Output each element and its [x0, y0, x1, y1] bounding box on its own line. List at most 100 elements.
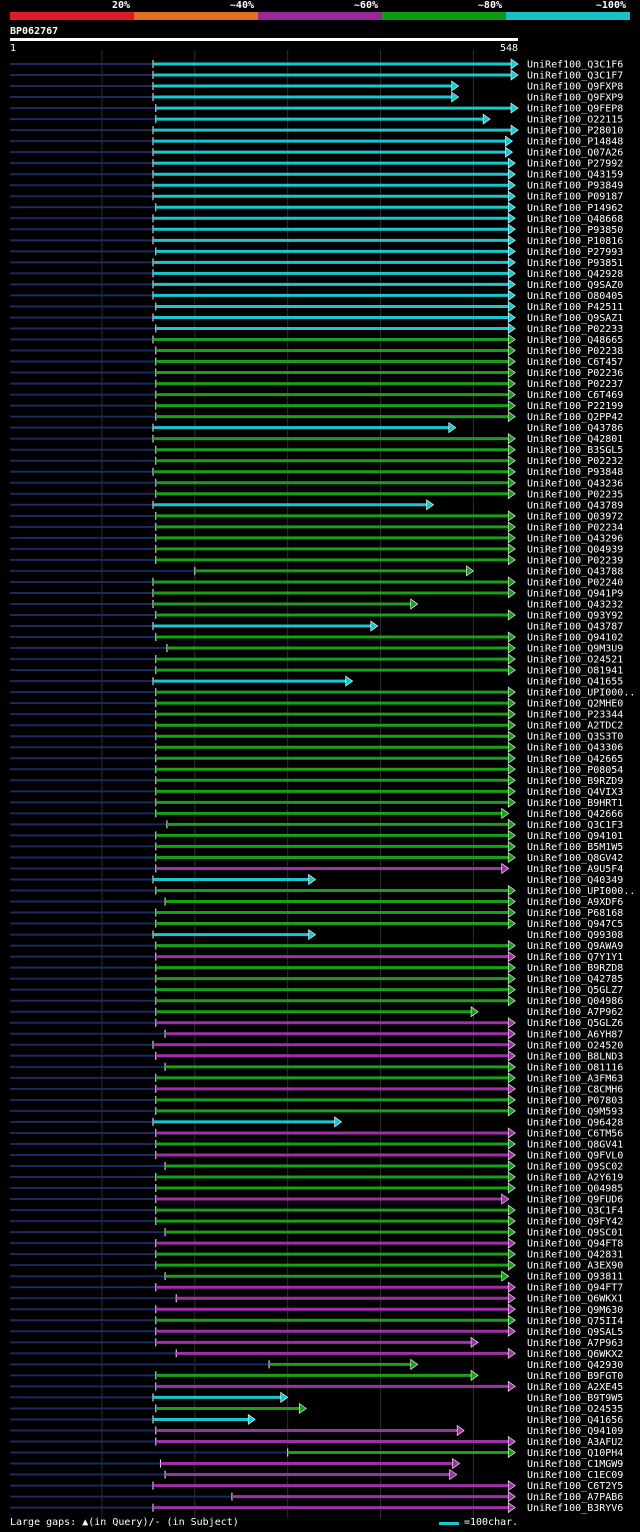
hit-arrow: [410, 598, 419, 610]
hit-label: UniRef100_B9RZD9: [527, 776, 623, 787]
hit-label: UniRef100_B3RYV6: [527, 1503, 623, 1514]
hit-arrow: [507, 201, 516, 213]
hit-label: UniRef100_Q9SAZ0: [527, 280, 623, 291]
hit-row: UniRef100_Q3S3T0: [10, 730, 623, 743]
legend-swatch-5: [506, 12, 630, 20]
hit-arrow: [507, 642, 516, 654]
hit-row: UniRef100_Q9FXP8: [10, 80, 623, 93]
hit-row: UniRef100_B9HRT1: [10, 796, 623, 809]
hit-label: UniRef100_B9FGT0: [527, 1371, 623, 1382]
hit-arrow: [482, 113, 491, 125]
legend-swatch-2: [134, 12, 258, 20]
hit-label: UniRef100_Q99308: [527, 930, 623, 941]
hit-row: UniRef100_Q43788: [10, 565, 623, 577]
hit-label: UniRef100_Q42785: [527, 974, 623, 985]
hit-label: UniRef100_P02232: [527, 456, 623, 467]
hit-arrow: [507, 741, 516, 753]
hit-row: UniRef100_B9T9W5: [10, 1391, 623, 1404]
hit-row: UniRef100_Q96428: [10, 1116, 623, 1128]
hit-row: UniRef100_Q9FEP8: [10, 102, 623, 115]
hit-arrow: [507, 212, 516, 224]
hit-label: UniRef100_Q93811: [527, 1272, 623, 1283]
legend-label-3: ~60%: [353, 0, 378, 11]
hit-label: UniRef100_Q9SAL5: [527, 1327, 623, 1338]
hit-label: UniRef100_UPI000..: [527, 688, 635, 699]
hit-label: UniRef100_P28010: [527, 126, 623, 137]
hit-row: UniRef100_A9XDF6: [10, 895, 623, 908]
hit-row: UniRef100_B8LND3: [10, 1050, 623, 1062]
hit-row: UniRef100_Q75II4: [10, 1314, 623, 1327]
hit-arrow: [501, 1270, 510, 1282]
hit-label: UniRef100_Q9M3U9: [527, 644, 623, 655]
hit-row: UniRef100_Q43787: [10, 620, 623, 633]
hit-row: UniRef100_Q6WKX2: [10, 1347, 623, 1360]
hit-label: UniRef100_Q07A26: [527, 148, 623, 159]
hit-row: UniRef100_P93849: [10, 179, 623, 192]
hit-label: UniRef100_Q43786: [527, 423, 623, 434]
hit-label: UniRef100_A3FM63: [527, 1073, 623, 1084]
hit-arrow: [507, 1171, 516, 1183]
hit-arrow: [507, 510, 516, 522]
hit-row: UniRef100_P02236: [10, 366, 623, 379]
legend-label-1: 20%: [111, 0, 130, 11]
query-bar: [10, 38, 518, 41]
hit-arrow: [466, 565, 474, 577]
hit-arrow: [452, 1457, 461, 1470]
hit-label: UniRef100_Q94FT8: [527, 1239, 623, 1250]
hit-arrow: [507, 1281, 516, 1293]
hit-arrow: [507, 719, 516, 731]
hit-label: UniRef100_Q93Y92: [527, 611, 623, 622]
hit-arrow: [507, 840, 516, 853]
hit-row: UniRef100_Q2PP42: [10, 411, 623, 423]
hit-arrow: [507, 1435, 516, 1448]
hit-label: UniRef100_O80405: [527, 291, 623, 302]
hit-arrow: [507, 818, 516, 830]
hit-row: UniRef100_P02239: [10, 554, 623, 566]
hit-row: UniRef100_Q941P9: [10, 587, 623, 599]
hit-row: UniRef100_C8CMH6: [10, 1083, 623, 1095]
legend-swatch-3: [258, 12, 382, 20]
hit-row: UniRef100_P93848: [10, 466, 623, 478]
hit-label: UniRef100_Q5GLZ7: [527, 985, 623, 996]
hit-row: UniRef100_Q41655: [10, 675, 623, 688]
hit-label: UniRef100_Q42666: [527, 809, 623, 820]
hit-label: UniRef100_Q5GLZ6: [527, 1018, 623, 1029]
hit-arrow: [507, 256, 516, 268]
hit-label: UniRef100_P93849: [527, 181, 623, 192]
hit-arrow: [507, 433, 516, 445]
hit-arrow: [507, 1138, 516, 1150]
hit-arrow: [507, 1347, 516, 1359]
hit-arrow: [507, 984, 516, 996]
hit-label: UniRef100_Q42928: [527, 269, 623, 280]
hit-row: UniRef100_Q43306: [10, 741, 623, 754]
hit-arrow: [507, 995, 516, 1007]
hit-row: UniRef100_Q43232: [10, 598, 623, 610]
hit-row: UniRef100_Q03972: [10, 510, 623, 522]
hit-arrow: [507, 1127, 516, 1139]
hit-arrow: [451, 91, 460, 103]
hit-arrow: [507, 1039, 516, 1051]
hit-row: UniRef100_P09187: [10, 190, 623, 203]
hit-row: UniRef100_Q42831: [10, 1248, 623, 1261]
hit-label: UniRef100_A6YH87: [527, 1029, 623, 1040]
hit-row: UniRef100_C1MGW9: [10, 1457, 623, 1470]
hit-label: UniRef100_P02235: [527, 489, 623, 500]
hit-arrow: [507, 234, 516, 246]
hit-label: UniRef100_Q9FEP8: [527, 104, 623, 115]
hit-arrow: [510, 124, 519, 136]
hit-arrow: [507, 1105, 516, 1117]
hit-row: UniRef100_B3SGL5: [10, 444, 623, 456]
hit-label: UniRef100_P14848: [527, 137, 623, 148]
hit-label: UniRef100_Q04986: [527, 996, 623, 1007]
hit-label: UniRef100_B9T9W5: [527, 1393, 623, 1404]
hit-arrow: [507, 1325, 516, 1337]
hit-label: UniRef100_C6TM56: [527, 1128, 623, 1139]
hit-label: UniRef100_C1EC09: [527, 1470, 623, 1481]
hit-arrow: [507, 697, 516, 709]
hit-row: UniRef100_O24535: [10, 1402, 623, 1415]
hit-arrow: [507, 796, 516, 808]
hit-label: UniRef100_A2TDC2: [527, 721, 623, 732]
hit-row: UniRef100_A3AFU2: [10, 1435, 623, 1448]
hit-row: UniRef100_C6T457: [10, 355, 623, 368]
